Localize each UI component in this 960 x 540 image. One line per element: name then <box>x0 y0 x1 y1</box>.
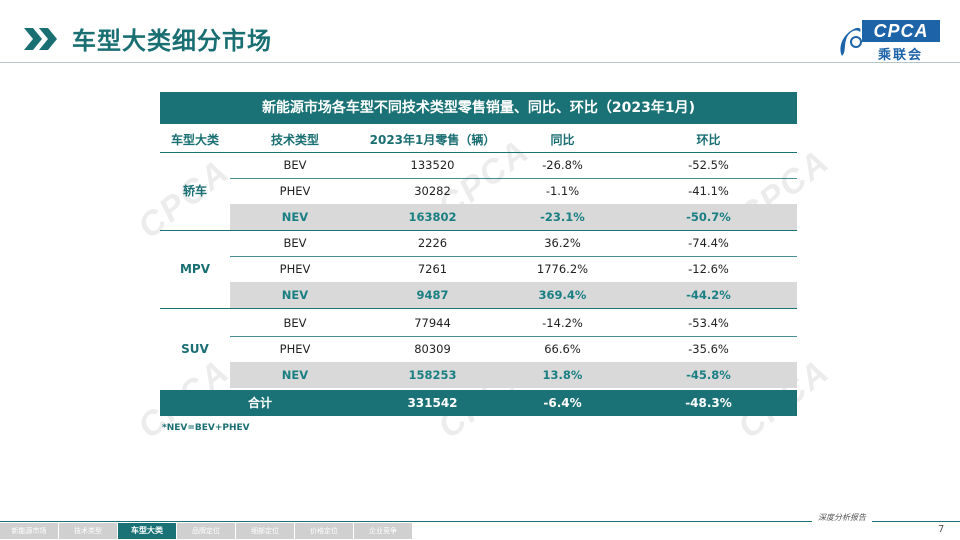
category-label-suv: SUV <box>181 342 209 356</box>
cell-yoy: -26.8% <box>542 158 583 172</box>
cell-mom: -44.2% <box>686 288 731 302</box>
cell-yoy: 1776.2% <box>536 262 589 276</box>
cell-tech: PHEV <box>279 342 311 356</box>
cell-yoy: 369.4% <box>538 288 587 302</box>
total-row <box>160 390 797 416</box>
nev-row-background <box>230 362 797 388</box>
header-rule <box>160 152 797 153</box>
cell-sales: 9487 <box>416 288 449 302</box>
header-divider <box>0 62 960 63</box>
column-header-yoy: 同比 <box>550 133 575 147</box>
column-header-category: 车型大类 <box>170 133 219 147</box>
group-divider <box>160 230 797 231</box>
nev-row-background <box>230 282 797 308</box>
nav-item-tech-type[interactable]: 技术类型 <box>59 523 117 539</box>
cell-sales: 77944 <box>414 316 451 330</box>
nav-item-vehicle-class[interactable]: 车型大类 <box>118 523 176 539</box>
cell-yoy: 66.6% <box>544 342 581 356</box>
page-title: 车型大类细分市场 <box>72 27 272 55</box>
nav-item-company-competition[interactable]: 企业竞争 <box>354 523 412 539</box>
logo-swirl-icon <box>840 27 862 56</box>
cell-sales: 80309 <box>414 342 451 356</box>
double-chevron-icon <box>24 28 57 50</box>
cell-sales: 158253 <box>408 368 457 382</box>
cell-yoy: -1.1% <box>545 184 580 198</box>
cell-mom: -12.6% <box>688 262 729 276</box>
cell-tech: BEV <box>283 236 307 250</box>
cell-mom: -45.8% <box>686 368 731 382</box>
nav-item-price-position[interactable]: 价格定位 <box>295 523 353 539</box>
footer-divider <box>0 521 960 522</box>
cell-yoy: 13.8% <box>542 368 583 382</box>
cell-tech: NEV <box>281 368 309 382</box>
logo-chinese-name: 乘联会 <box>878 48 924 63</box>
section-nav: 新能源市场 技术类型 车型大类 品牌定位 细部定位 价格定位 企业竞争 <box>0 523 413 539</box>
column-header-mom: 环比 <box>696 133 721 147</box>
cell-yoy: -23.1% <box>540 210 585 224</box>
cell-tech: BEV <box>283 158 307 172</box>
category-label-sedan: 轿车 <box>182 184 207 198</box>
row-divider <box>230 336 797 337</box>
cell-tech: PHEV <box>279 262 311 276</box>
cell-sales: 30282 <box>414 184 451 198</box>
table-title: 新能源市场各车型不同技术类型零售销量、同比、环比（2023年1月) <box>160 92 797 124</box>
cell-sales: 133520 <box>410 158 455 172</box>
cell-mom: -53.4% <box>688 316 729 330</box>
cell-sales: 163802 <box>408 210 457 224</box>
nav-item-segment-position[interactable]: 细部定位 <box>236 523 294 539</box>
cell-mom: -74.4% <box>688 236 729 250</box>
cell-sales: 2226 <box>417 236 448 250</box>
column-header-sales: 2023年1月零售（辆） <box>369 133 496 147</box>
cpca-logo: CPCA 乘联会 <box>832 18 942 64</box>
cell-yoy: -14.2% <box>542 316 583 330</box>
cell-yoy: 36.2% <box>544 236 581 250</box>
page-number: 7 <box>938 524 945 535</box>
nav-item-nev-market[interactable]: 新能源市场 <box>0 523 58 539</box>
slide-header: 车型大类细分市场 CPCA 乘联会 <box>0 0 960 64</box>
report-tag: 深度分析报告 <box>812 512 872 523</box>
row-divider <box>230 256 797 257</box>
group-divider <box>160 308 797 309</box>
category-label-mpv: MPV <box>179 262 211 276</box>
cell-mom: -35.6% <box>688 342 729 356</box>
nav-item-brand-position[interactable]: 品牌定位 <box>177 523 235 539</box>
total-yoy: -6.4% <box>543 396 582 410</box>
cell-tech: PHEV <box>279 184 311 198</box>
cell-tech: BEV <box>283 316 307 330</box>
cell-tech: NEV <box>281 210 309 224</box>
logo-text: CPCA <box>862 20 940 42</box>
cell-mom: -41.1% <box>688 184 729 198</box>
cell-mom: -50.7% <box>686 210 731 224</box>
nev-row-background <box>230 204 797 230</box>
row-divider <box>230 178 797 179</box>
cell-mom: -52.5% <box>688 158 729 172</box>
column-header-tech: 技术类型 <box>270 133 319 147</box>
total-label: 合计 <box>247 396 272 410</box>
table-footnote: *NEV=BEV+PHEV <box>162 423 250 433</box>
total-sales: 331542 <box>407 396 458 410</box>
cell-tech: NEV <box>281 288 309 302</box>
cell-sales: 7261 <box>417 262 448 276</box>
total-mom: -48.3% <box>685 396 732 410</box>
